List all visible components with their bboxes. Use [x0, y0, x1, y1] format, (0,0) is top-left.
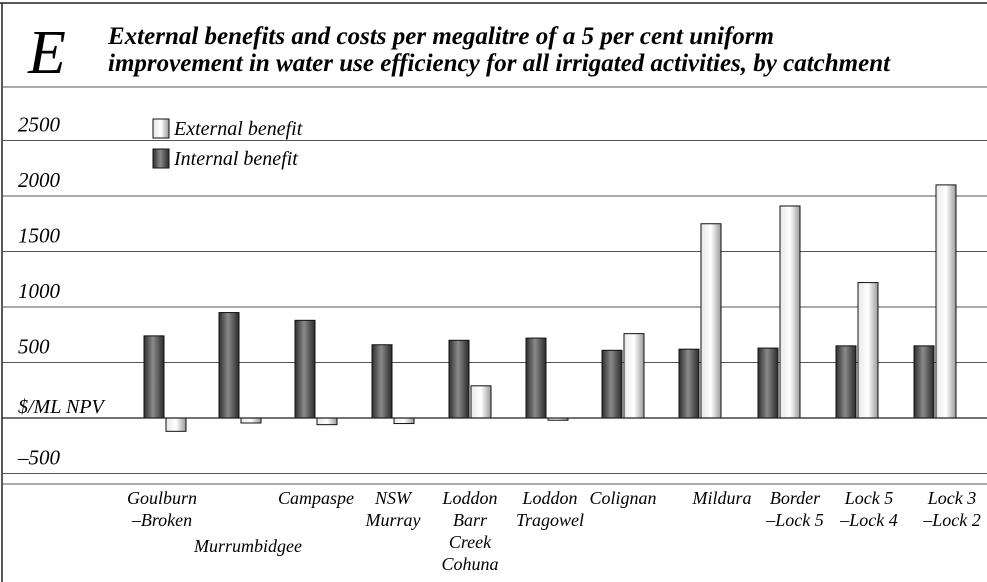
bar-external-benefit [935, 184, 957, 419]
y-tick-label: 1500 [18, 224, 61, 248]
bar-internal-benefit [757, 347, 779, 419]
category-label: Loddon [441, 488, 497, 508]
grid-lines [2, 86, 987, 485]
category-label: –Broken [131, 510, 192, 530]
legend: External benefit Internal benefit [152, 118, 303, 170]
bar-external-benefit [700, 223, 722, 419]
category-label: Creek [449, 532, 492, 552]
y-tick-label: 2500 [18, 113, 61, 137]
category-label: NSW [374, 488, 413, 508]
bar-internal-benefit [601, 349, 623, 419]
bar-internal-benefit [678, 348, 700, 419]
y-tick-labels: 2500 2000 1500 1000 500 –500 [17, 113, 61, 470]
legend-label-internal: Internal benefit [173, 148, 298, 170]
bar-external-benefit [316, 417, 338, 426]
y-tick-label: 1000 [18, 279, 61, 303]
bar-external-benefit [779, 205, 801, 419]
y-axis-label: $/ML NPV [18, 396, 107, 418]
category-label: Lock 5 [844, 488, 894, 508]
bar-external-benefit [165, 417, 187, 432]
bar-external-benefit [240, 417, 262, 424]
bar-external-benefit [393, 417, 415, 425]
category-label: Goulburn [127, 488, 197, 508]
bar-internal-benefit [218, 312, 240, 419]
legend-swatch-internal [152, 148, 170, 169]
y-tick-label: 2000 [18, 168, 61, 192]
bar-internal-benefit [525, 337, 547, 419]
category-label: Border [770, 488, 821, 508]
bar-internal-benefit [913, 345, 935, 419]
category-label: Mildura [691, 488, 751, 508]
bar-internal-benefit [294, 319, 316, 419]
bar-external-benefit [857, 282, 879, 419]
category-label: Murray [365, 510, 421, 530]
y-tick-label: –500 [17, 446, 61, 470]
category-label: Tragowel [516, 510, 584, 530]
bar-internal-benefit [448, 339, 470, 419]
category-label: –Lock 5 [765, 510, 824, 530]
category-label: Murrumbidgee [193, 536, 302, 556]
category-label: Lock 3 [927, 488, 977, 508]
legend-swatch-external [152, 118, 170, 139]
bar-internal-benefit [143, 335, 165, 419]
category-label: Loddon [521, 488, 577, 508]
legend-label-external: External benefit [173, 118, 303, 140]
bar-internal-benefit [835, 345, 857, 419]
category-label: Barr [453, 510, 488, 530]
y-tick-label: 500 [18, 335, 50, 359]
category-label: –Lock 4 [839, 510, 898, 530]
bar-external-benefit [623, 333, 645, 419]
bar-external-benefit [470, 385, 492, 419]
category-label: Colignan [589, 488, 656, 508]
category-label: –Lock 2 [922, 510, 981, 530]
bars [2, 184, 987, 432]
section-letter: E [27, 19, 66, 87]
bar-internal-benefit [371, 344, 393, 419]
category-label: Campaspe [278, 488, 354, 508]
chart-title-line-1: External benefits and costs per megalitr… [107, 23, 774, 50]
category-label: Cohuna [441, 554, 498, 574]
chart-title-line-2: improvement in water use efficiency for … [108, 50, 891, 77]
